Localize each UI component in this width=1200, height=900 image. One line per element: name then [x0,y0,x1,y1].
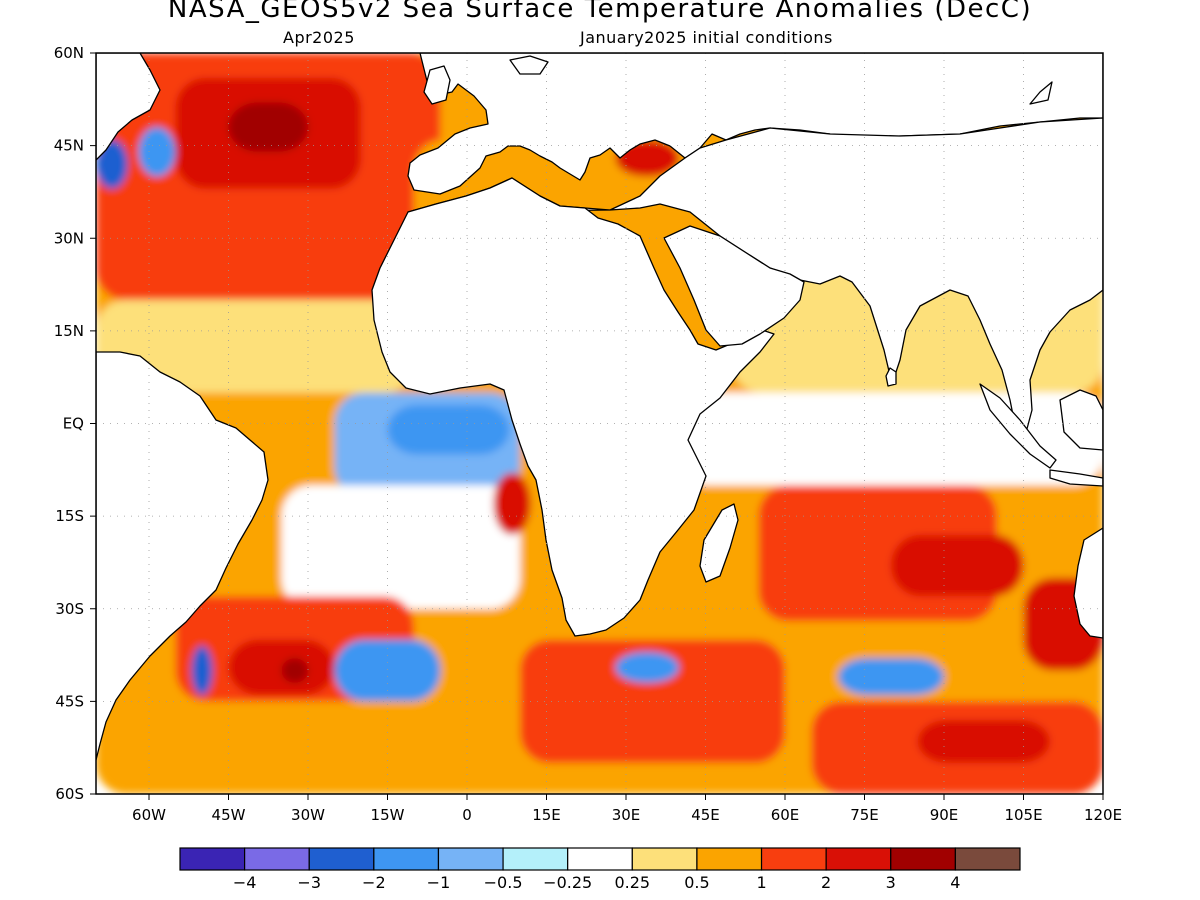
anomaly-patch [228,639,335,696]
colorbar-label: −3 [297,873,321,892]
java-land [1049,469,1103,487]
lat-tick-label: 30N [54,229,84,247]
colorbar-swatch [244,847,310,871]
anomaly-patch [917,719,1050,764]
lat-tick-label: 15S [55,507,84,525]
valid-month-label: Apr2025 [283,28,355,47]
south-america-land [96,351,269,761]
lon-tick-label: 120E [1084,806,1122,824]
colorbar-swatch [308,847,375,871]
colorbar-label: 3 [886,873,896,892]
colorbar-label: −0.5 [484,873,523,892]
lon-tick-label: 30W [291,806,325,824]
colorbar-swatch [373,847,440,871]
colorbar-label: −4 [233,873,257,892]
borneo-land [1059,389,1103,451]
anomaly-patch [493,472,531,535]
anomaly-patch [615,651,679,683]
colorbar-swatch [567,847,633,871]
anomaly-patch [679,392,1103,486]
colorbar-label: 2 [821,873,831,892]
anomaly-patch [191,645,213,696]
anomaly-patch [228,102,308,152]
anomaly-patch [138,127,176,177]
colorbar-label: −1 [427,873,451,892]
lon-tick-label: 60E [771,806,800,824]
map-title: NASA_GEOS5v2 Sea Surface Temperature Ano… [167,0,1033,24]
lat-tick-label: 45S [55,692,84,710]
africa-land [371,177,775,637]
lon-tick-label: 15W [371,806,405,824]
lon-tick-label: 15E [532,806,561,824]
australia-land [1073,527,1103,639]
lon-tick-label: 75E [850,806,879,824]
colorbar-swatch [954,847,1021,871]
lat-tick-label: 60N [54,44,84,62]
anomaly-patch [520,639,785,764]
lat-tick-label: 15N [54,322,84,340]
colorbar-swatch [631,847,698,871]
axis-ticks: 60W 45W 30W 15W 0 15E 30E 45E 60E 75E 90E 105E 120E 6… [54,44,1122,824]
asia-east-fragment [1029,81,1053,105]
colorbar-label: 0.5 [684,873,709,892]
madagascar-land [699,503,739,583]
colorbar-swatch [890,847,956,871]
lon-tick-label: 90E [930,806,959,824]
anomaly-patch [96,300,414,393]
anomaly-patch [891,534,1024,597]
lat-tick-label: 60S [55,785,84,803]
lon-tick-label: 30E [612,806,641,824]
anomaly-patch [334,639,441,702]
srilanka-land [885,367,897,387]
initial-conditions-label: January2025 initial conditions [580,28,833,47]
anomaly-patch [838,658,944,696]
lon-tick-label: 60W [132,806,166,824]
colorbar-swatch [437,847,504,871]
colorbar-label: 4 [950,873,960,892]
lat-tick-label: EQ [63,415,84,433]
colorbar: −4 −3 −2 −1 −0.5 −0.25 0.25 0.5 1 2 3 4 [179,847,1021,892]
colorbar-swatch [760,847,827,871]
british-isles-land [423,65,451,105]
colorbar-label: −0.25 [543,873,592,892]
anomaly-patch [387,404,510,455]
land-masses [96,53,1103,761]
anomaly-patch [281,485,520,609]
anomaly-patch [281,658,308,683]
lon-tick-label: 45E [691,806,720,824]
lon-tick-label: 0 [462,806,472,824]
colorbar-swatch [696,847,763,871]
north-america-land [96,53,161,161]
lon-tick-label: 105E [1004,806,1042,824]
sumatra-land [979,383,1057,469]
colorbar-swatch [825,847,892,871]
lat-tick-label: 30S [55,600,84,618]
iceland-land [509,55,549,75]
lon-tick-label: 45W [212,806,246,824]
colorbar-label: 1 [756,873,766,892]
lat-tick-label: 45N [54,137,84,155]
colorbar-label: −2 [362,873,386,892]
africa-asia-land [407,117,1103,441]
colorbar-label: 0.25 [614,873,650,892]
colorbar-swatch [179,847,246,871]
colorbar-swatch [502,847,569,871]
arabia-land [663,225,805,347]
